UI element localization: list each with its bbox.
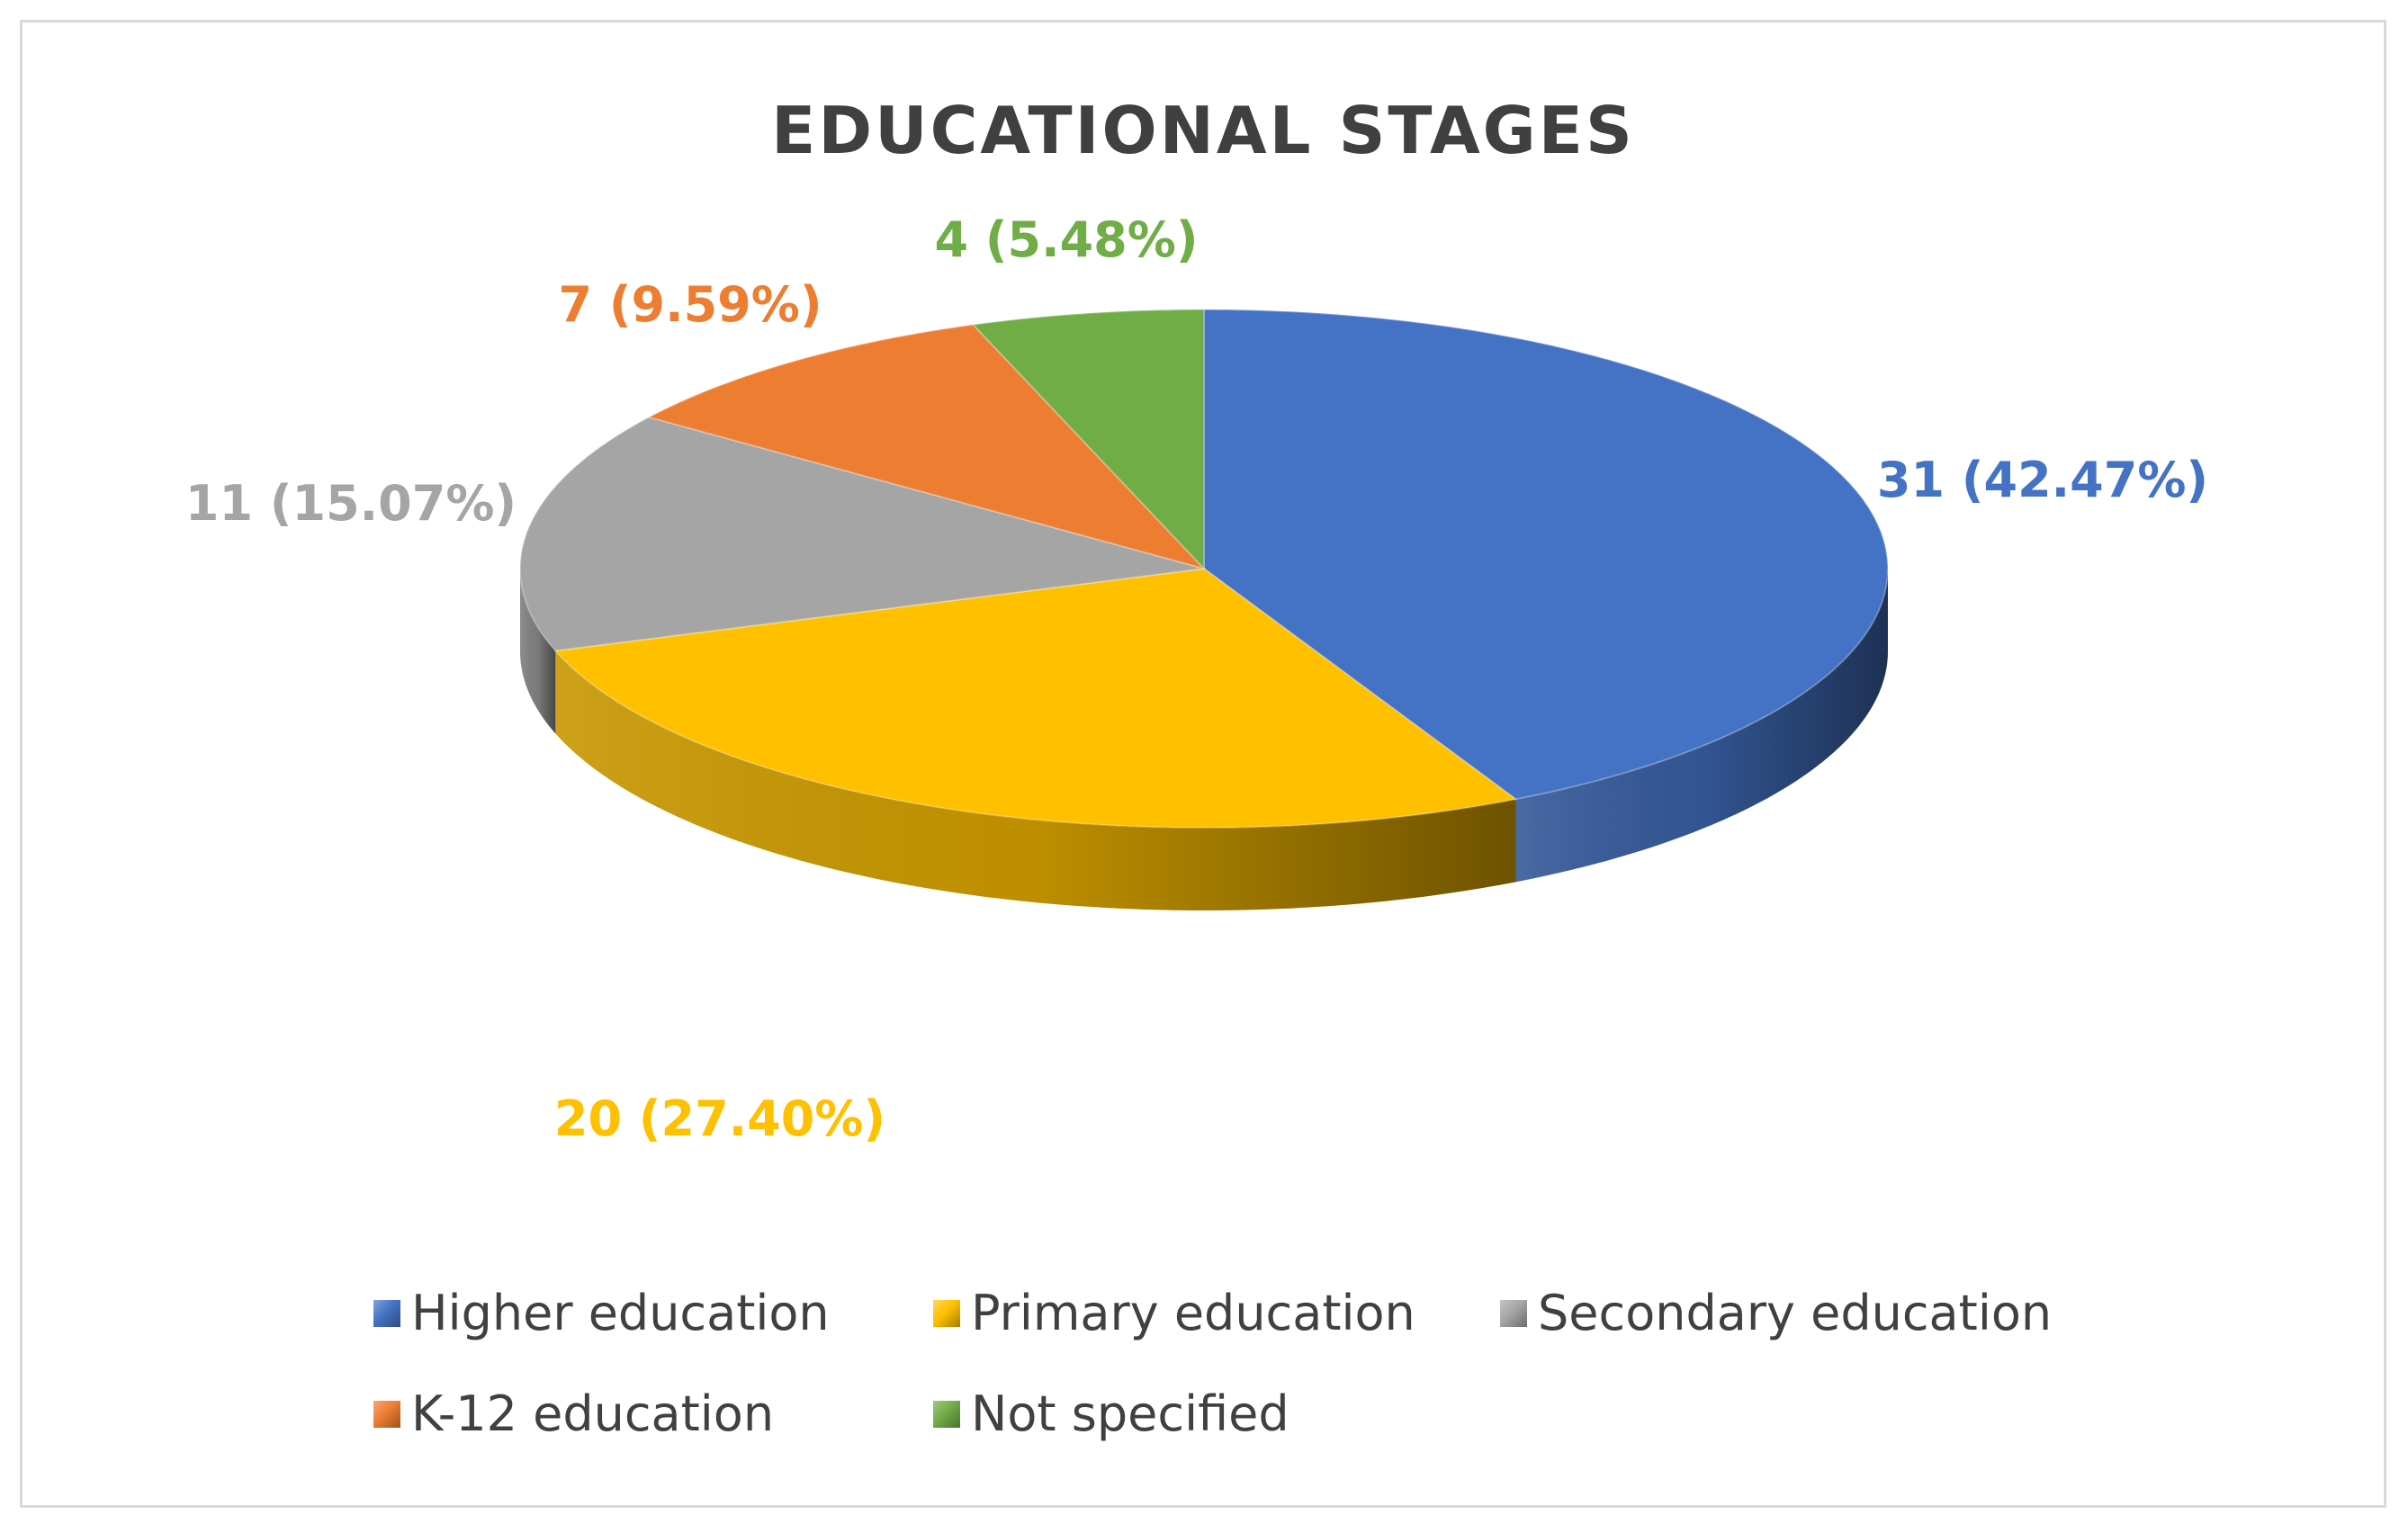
data-label-secondary-education: 11 (15.07%) (185, 475, 517, 532)
legend-label: K-12 education (411, 1385, 775, 1442)
legend-swatch (933, 1299, 960, 1327)
legend-item-primary-education: Primary education (933, 1285, 1415, 1341)
pie-slice-not-specified (971, 308, 1205, 571)
pie-side-primary-education-shading (555, 650, 1516, 910)
legend-item-higher-education: Higher education (373, 1285, 830, 1341)
pie-slice-secondary-education (519, 416, 1205, 652)
pie-labels: 31 (42.47%) 20 (27.40%) 11 (15.07%) 7 (9.59… (185, 211, 2208, 1147)
legend-label: Secondary education (1538, 1285, 2053, 1341)
data-label-primary-education: 20 (27.40%) (554, 1090, 885, 1147)
pie-sides (520, 569, 1888, 910)
data-label-higher-education: 31 (42.47%) (1877, 452, 2208, 508)
legend-swatch (373, 1299, 400, 1327)
pie-tops (519, 308, 1890, 829)
legend-swatch (373, 1400, 400, 1428)
legend-item-k12-education: K-12 education (373, 1385, 774, 1442)
pie-slice-primary-education (553, 567, 1518, 829)
legend-label: Primary education (971, 1285, 1415, 1341)
legend-swatch (933, 1400, 960, 1428)
pie-slice-higher-education (1203, 308, 1890, 801)
pie-side-higher-education-shading (1515, 569, 1888, 883)
legend-swatch (1500, 1299, 1527, 1327)
pie-side-secondary-education-shading (520, 569, 556, 734)
pie-slice-k-12-education (646, 323, 1208, 570)
legend-item-not-specified: Not specified (933, 1385, 1289, 1442)
data-label-k-12-education: 7 (9.59%) (558, 276, 822, 333)
legend-label: Not specified (971, 1385, 1289, 1442)
data-label-not-specified: 4 (5.48%) (934, 211, 1198, 268)
legend-label: Higher education (411, 1285, 830, 1341)
chart-title: EDUCATIONAL STAGES (771, 93, 1635, 168)
legend-item-secondary-education: Secondary education (1500, 1285, 2052, 1341)
